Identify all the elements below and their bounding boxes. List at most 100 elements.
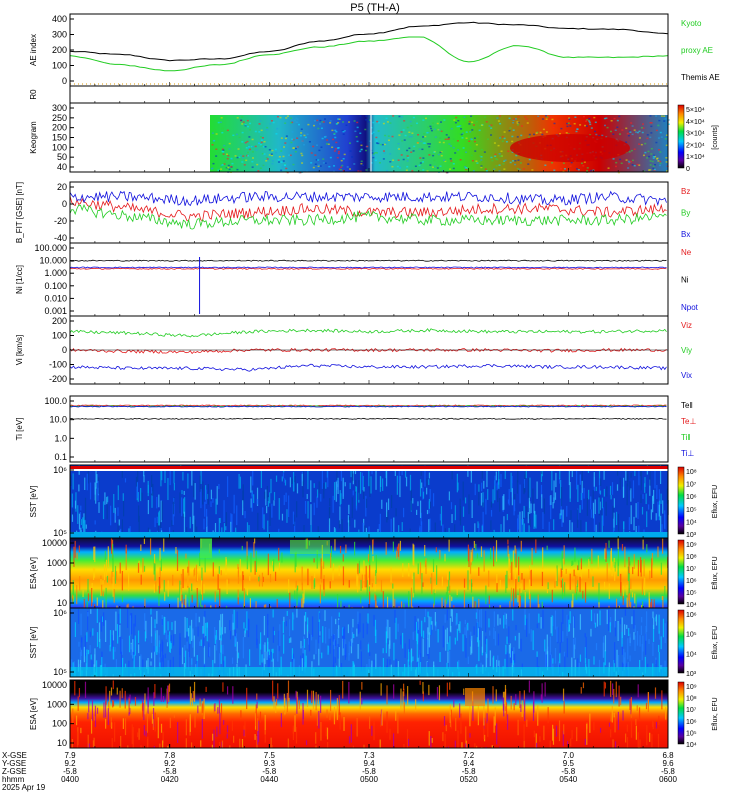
spectrogram-sst2-pixel [202, 625, 204, 634]
spectrogram-esa1-pixel [408, 591, 410, 608]
keogram-pixel [285, 135, 288, 137]
spectrogram-sst1-pixel [402, 507, 405, 518]
spectrogram-sst1-pixel [141, 492, 143, 501]
keogram-pixel [360, 160, 363, 163]
spectrogram-esa1-pixel [605, 542, 607, 559]
spectrogram-sst2-pixel [375, 629, 377, 644]
keogram-pixel [296, 118, 299, 121]
keogram-pixel [398, 115, 401, 118]
spectrogram-sst2-pixel [195, 613, 197, 627]
spectrogram-esa2-pixel [491, 745, 493, 748]
spectrogram-sst2-pixel [646, 611, 648, 632]
spectrogram-esa2-pixel [257, 718, 259, 736]
spectrogram-esa2-pixel [333, 706, 336, 725]
spectrogram-sst2-pixel [629, 655, 631, 662]
spectrogram-sst1-pixel [340, 493, 342, 504]
spectrogram-esa2-pixel [589, 713, 591, 733]
spectrogram-esa1-pixel [193, 569, 195, 577]
keogram-pixel [579, 124, 582, 126]
spectrogram-sst2-pixel [389, 659, 391, 666]
spectrogram-sst1-pixel [172, 504, 174, 525]
spectrogram-sst1-pixel [426, 478, 428, 486]
spectrogram-esa1-pixel [606, 562, 608, 582]
spectrogram-sst1-pixel [285, 492, 287, 502]
spectrogram-esa2-pixel [257, 731, 259, 745]
spectrogram-sst2-pixel [562, 609, 564, 624]
keogram-pixel [441, 141, 444, 143]
spectrogram-sst2-pixel [397, 623, 399, 632]
spectrogram-esa2-pixel [112, 700, 115, 707]
spectrogram-sst1-pixel [595, 524, 597, 538]
keogram-pixel [319, 119, 322, 122]
spectrogram-esa2-pixel [535, 742, 538, 748]
spectrogram-sst2-pixel [215, 630, 217, 640]
spectrogram-sst2-pixel [652, 624, 655, 642]
keogram-pixel [454, 121, 457, 124]
spectrogram-sst1-pixel [468, 494, 470, 515]
keogram-pixel [357, 170, 360, 172]
keogram-pixel [498, 115, 501, 117]
spectrogram-sst2-pixel [246, 611, 248, 631]
keogram-pixel [359, 115, 362, 117]
spectrogram-sst2-pixel [220, 644, 222, 664]
keogram-pixel [527, 163, 530, 165]
spectrogram-sst2-pixel [488, 618, 490, 628]
spectrogram-sst1-pixel [644, 477, 646, 487]
spectrogram-esa1-pixel [119, 562, 121, 574]
keogram-pixel [659, 162, 662, 165]
keogram-pixel [614, 165, 617, 168]
spectrogram-sst1-pixel [625, 466, 627, 481]
spectrogram-esa1-pixel [342, 566, 345, 586]
keogram-pixel [652, 167, 655, 170]
spectrogram-sst2-pixel [333, 634, 335, 640]
spectrogram-sst2-pixel [89, 645, 91, 653]
keogram-pixel [515, 154, 518, 157]
keogram-pixel [241, 161, 244, 163]
spectrogram-esa1-pixel [250, 552, 252, 573]
spectrogram-esa1-pixel [138, 560, 140, 574]
keogram-pixel [628, 161, 631, 164]
colorbar-label-esa1: 10⁷ [686, 566, 697, 573]
keogram-pixel [221, 148, 224, 150]
spectrogram-sst2-pixel [655, 614, 658, 626]
spectrogram-sst1-pixel [307, 468, 309, 490]
keogram-pixel [249, 122, 252, 125]
spectrogram-sst2-pixel [96, 632, 99, 647]
spectrogram-sst1-pixel [439, 513, 441, 521]
colorbar-label-sst1: 10⁴ [686, 519, 697, 526]
spectrogram-sst1-pixel [361, 472, 364, 491]
keogram-pixel [427, 131, 430, 134]
keogram-pixel [503, 160, 506, 162]
colorbar-label-esa2: 10⁶ [686, 719, 697, 726]
spectrogram-sst1-pixel [339, 490, 341, 506]
keogram-pixel [585, 125, 588, 127]
spectrogram-esa1-pixel [93, 568, 96, 578]
spectrogram-sst2-pixel [584, 633, 586, 638]
spectrogram-sst2-pixel [324, 610, 326, 622]
spectrogram-sst2-pixel [270, 651, 272, 660]
keogram-pixel [307, 123, 310, 126]
keogram-pixel [638, 137, 641, 139]
keogram-pixel [403, 120, 406, 122]
spectrogram-esa2-pixel [626, 737, 629, 748]
keogram-pixel [514, 160, 517, 162]
colorbar-label-keo: 5×10⁴ [686, 107, 705, 114]
spectrogram-esa2-pixel [159, 743, 161, 748]
spectrogram-sst2-pixel [456, 613, 458, 625]
spectrogram-esa2-pixel [226, 725, 229, 733]
x-axis-row-label: hhmm [2, 775, 25, 784]
keogram-pixel [545, 118, 548, 120]
keogram-pixel [244, 123, 247, 126]
spectrogram-sst1-pixel [316, 489, 319, 498]
spectrogram-sst1-pixel [581, 488, 583, 510]
keogram-pixel [499, 122, 502, 125]
keogram-pixel [359, 141, 362, 144]
spectrogram-esa2-pixel [562, 730, 564, 747]
spectrogram-sst2-pixel [348, 641, 350, 656]
keogram-pixel [406, 165, 409, 168]
spectrogram-esa2-pixel [379, 739, 381, 748]
spectrogram-esa2-pixel [474, 743, 476, 748]
spectrogram-sst2-pixel [373, 659, 375, 674]
keogram-pixel [284, 142, 287, 144]
spectrogram-sst2-pixel [89, 631, 92, 638]
